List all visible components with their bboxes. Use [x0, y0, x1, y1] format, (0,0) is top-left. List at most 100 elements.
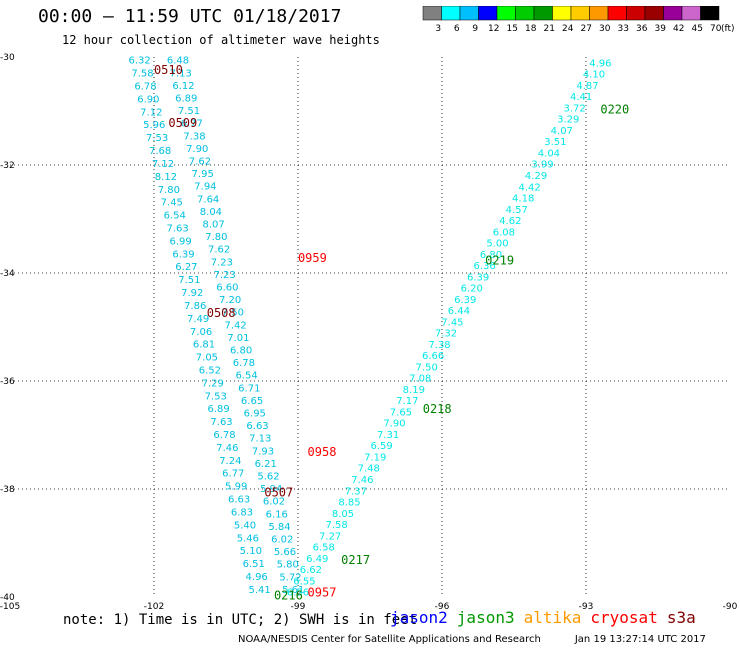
swh-value: 5.10	[240, 546, 262, 557]
pass-time-label: 0958	[308, 445, 337, 459]
generated-timestamp: Jan 19 13:27:14 UTC 2017	[574, 634, 706, 645]
longitude-tick-label: -105	[0, 602, 20, 612]
pass-time-label: 0510	[154, 63, 183, 77]
legend-tick-label: 70	[710, 24, 722, 34]
swh-value: 5.40	[234, 520, 256, 531]
swh-value: 7.01	[227, 333, 249, 344]
swh-value: 6.78	[233, 358, 255, 369]
swh-value: 6.58	[313, 543, 335, 554]
swh-value: 7.80	[158, 185, 180, 196]
pass-time-label: 0220	[600, 102, 629, 116]
swh-value: 6.54	[235, 371, 257, 382]
swh-value: 6.02	[271, 535, 293, 546]
legend-unit: (ft)	[721, 24, 735, 34]
pass-time-label: 0216	[274, 588, 303, 602]
swh-value: 7.90	[186, 144, 208, 155]
swh-value: 7.49	[187, 314, 209, 325]
swh-value: 7.62	[189, 157, 211, 168]
color-scale-legend: 3 6 9 12 15 18 21 24 27 30 33 36 39 42 45 70 (ft)	[422, 6, 735, 34]
swh-value: 7.37	[345, 486, 367, 497]
swh-value: 6.78	[134, 82, 156, 93]
latitude-tick-label: -36	[0, 377, 15, 387]
swh-value: 6.78	[213, 430, 235, 441]
swh-value: 4.04	[538, 148, 560, 159]
swh-value: 7.64	[197, 194, 219, 205]
swh-value: 7.53	[146, 133, 168, 144]
swh-value: 4.10	[583, 70, 605, 81]
swh-value: 5.61	[282, 585, 304, 596]
swh-value: 7.50	[222, 308, 244, 319]
swh-value: 6.60	[216, 283, 238, 294]
swh-value: 7.92	[181, 288, 203, 299]
pass-time-label: 0217	[341, 553, 370, 567]
swh-value: 8.05	[332, 509, 354, 520]
swh-value: 7.93	[252, 446, 274, 457]
swh-value: 6.55	[293, 576, 315, 587]
swh-value: 7.24	[219, 456, 241, 467]
swh-value: 6.21	[255, 459, 277, 470]
satellite-altika: altika	[523, 608, 582, 627]
swh-value: 6.12	[172, 81, 194, 92]
swh-value: 6.20	[461, 284, 483, 295]
legend-tick-label: 30	[599, 24, 611, 34]
legend-tick-label: 24	[562, 24, 574, 34]
swh-value: 6.66	[422, 351, 444, 362]
swh-value: 6.63	[246, 421, 268, 432]
swh-value: 7.08	[409, 374, 431, 385]
swh-value: 7.06	[190, 327, 212, 338]
swh-value: 7.48	[358, 464, 380, 475]
swh-value: 7.63	[210, 417, 232, 428]
swh-value: 6.51	[243, 559, 265, 570]
swh-value: 4.41	[570, 92, 592, 103]
swh-value: 6.63	[228, 495, 250, 506]
swh-value: 7.23	[211, 257, 233, 268]
pass-time-label: 0509	[168, 116, 197, 130]
swh-value: 8.19	[403, 385, 425, 396]
swh-value: 7.50	[416, 362, 438, 373]
swh-value: 7.27	[319, 531, 341, 542]
swh-value: 7.20	[219, 295, 241, 306]
legend-tick-label: 12	[488, 24, 499, 34]
swh-value: 7.45	[161, 198, 183, 209]
longitude-tick-label: -93	[579, 602, 594, 612]
swh-value: 7.80	[205, 232, 227, 243]
swh-value: 6.39	[172, 249, 194, 260]
longitude-tick-label: -99	[291, 602, 306, 612]
legend-tick-label: 3	[435, 24, 441, 34]
swh-value: 7.32	[435, 329, 457, 340]
swh-value: 7.86	[184, 301, 206, 312]
swh-value: 7.38	[428, 340, 450, 351]
swh-value: 6.27	[175, 262, 197, 273]
swh-value: 6.77	[222, 469, 244, 480]
longitude-tick-label: -102	[144, 602, 164, 612]
longitude-tick-label: -96	[435, 602, 450, 612]
credit-text: NOAA/NESDIS Center for Satellite Applica…	[238, 634, 541, 645]
swh-value: 6.81	[193, 340, 215, 351]
swh-value: 5.80	[277, 560, 299, 571]
map-title: 00:00 – 11:59 UTC 01/18/2017	[38, 6, 342, 27]
legend-swatch	[700, 6, 720, 21]
legend-tick-label: 18	[525, 24, 537, 34]
legend-tick-label: 33	[618, 24, 629, 34]
swh-value: 5.46	[237, 533, 259, 544]
swh-value: 7.23	[213, 270, 235, 281]
swh-value: 4.57	[506, 205, 528, 216]
legend-tick-label: 6	[454, 24, 460, 34]
latitude-tick-label: -40	[0, 593, 15, 603]
swh-value: 5.99	[225, 482, 247, 493]
swh-value: 5.41	[248, 585, 270, 596]
swh-value: 7.68	[149, 146, 171, 157]
swh-value: 4.96	[246, 572, 268, 583]
swh-value: 7.62	[208, 245, 230, 256]
swh-value: 7.46	[351, 475, 373, 486]
legend-tick-label: 9	[472, 24, 478, 34]
swh-value: 6.32	[128, 56, 150, 67]
swh-value: 4.96	[589, 58, 611, 69]
swh-value: 8.07	[203, 220, 225, 231]
swh-value: 5.62	[257, 472, 279, 483]
swh-value: 3.72	[564, 103, 586, 114]
swh-value: 6.08	[493, 227, 515, 238]
swh-value: 6.39	[467, 272, 489, 283]
swh-value: 7.51	[178, 275, 200, 286]
